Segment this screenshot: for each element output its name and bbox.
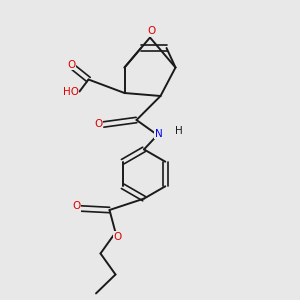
Text: N: N xyxy=(155,129,163,139)
Text: HO: HO xyxy=(62,87,79,97)
Text: O: O xyxy=(94,119,102,129)
Text: O: O xyxy=(113,232,122,242)
Text: O: O xyxy=(67,59,75,70)
Text: O: O xyxy=(147,26,156,36)
Text: O: O xyxy=(72,201,81,211)
Text: H: H xyxy=(175,126,183,136)
